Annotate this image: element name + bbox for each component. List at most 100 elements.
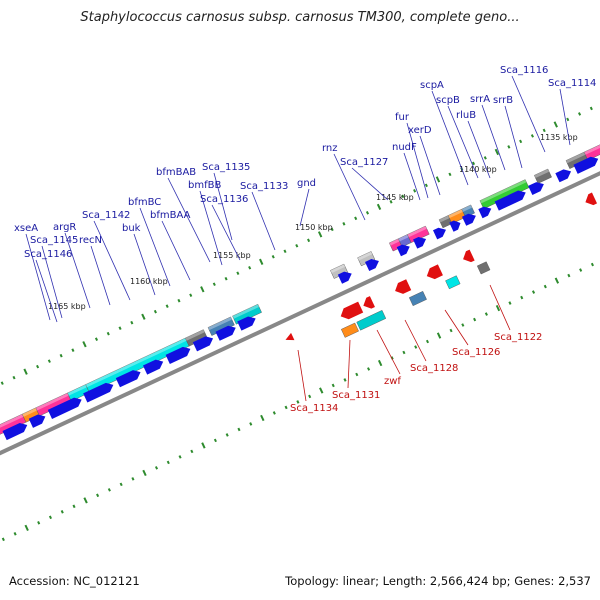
forward-gene-callout: gnd <box>297 178 316 226</box>
scale-dot <box>72 505 75 509</box>
scale-dot <box>177 299 180 303</box>
forward-gene-label: rluB <box>456 110 476 121</box>
forward-gene-label: bfmBC <box>128 197 161 208</box>
scale-dot <box>354 217 357 221</box>
scale-dot <box>154 310 157 314</box>
scale-dot <box>436 176 440 182</box>
forward-gene-arrow <box>433 225 448 239</box>
scale-dot <box>190 450 193 454</box>
forward-gene-label: xseA <box>14 223 38 234</box>
forward-gene-label: buk <box>122 223 141 234</box>
scale-dot <box>531 134 534 138</box>
scale-dot <box>272 255 275 259</box>
forward-gene-label: Sca_1146 <box>24 249 72 260</box>
forward-gene-callout: srrB <box>493 95 522 168</box>
reverse-gene-arrow <box>583 193 597 208</box>
scale-dot <box>12 376 15 380</box>
scale-dot <box>437 332 441 338</box>
scale-dot <box>378 360 382 366</box>
scale-dot <box>578 112 581 116</box>
scale-dot <box>83 497 87 503</box>
forward-gene-label: gnd <box>297 178 316 189</box>
scale-dot <box>355 373 358 377</box>
scale-dot <box>566 118 569 122</box>
kbp-tick-label: 1165 kbp <box>48 302 86 311</box>
forward-gene-label: srrB <box>493 95 513 106</box>
kbp-tick-label: 1140 kbp <box>459 165 497 174</box>
scale-dot <box>23 369 27 375</box>
forward-gene-label: Sca_1116 <box>500 65 548 76</box>
kbp-tick-label: 1135 kbp <box>540 133 578 142</box>
scale-dot <box>249 422 252 426</box>
scale-dot <box>1 381 4 385</box>
scale-dot <box>120 483 123 487</box>
scale-dot <box>544 285 547 289</box>
cog-feature-box <box>445 276 460 289</box>
reverse-gene-arrow <box>338 302 363 322</box>
scale-dot <box>95 337 98 341</box>
forward-gene-label: recN <box>79 235 102 246</box>
scale-dot <box>367 367 370 371</box>
reverse-gene-arrow <box>284 333 295 344</box>
forward-gene-callout: Sca_1127 <box>340 157 388 200</box>
scale-dot <box>225 277 228 281</box>
scale-dot <box>130 321 133 325</box>
scale-dot <box>155 466 158 470</box>
forward-gene-label: bmfBB <box>188 180 221 191</box>
forward-gene-label: Sca_1127 <box>340 157 388 168</box>
forward-gene-label: xerD <box>408 125 432 136</box>
cog-feature-box <box>409 291 426 305</box>
scale-dot <box>131 477 134 481</box>
scale-dot <box>49 516 52 520</box>
scale-dot <box>461 323 464 327</box>
scale-dot <box>426 340 429 344</box>
reverse-gene-callout: Sca_1131 <box>332 340 380 401</box>
scale-dot <box>60 354 63 358</box>
reverse-gene-label: Sca_1126 <box>452 347 500 358</box>
reverse-gene-callout: zwf <box>377 330 401 387</box>
scale-dot <box>201 442 205 448</box>
scale-dot <box>543 129 546 133</box>
cog-feature-box <box>534 169 551 183</box>
scale-dot <box>343 378 346 382</box>
forward-gene-callout: Sca_1133 <box>240 181 288 250</box>
forward-gene-label: scpA <box>420 80 444 91</box>
scale-dot <box>48 359 51 363</box>
scale-dot <box>307 239 310 243</box>
scale-dot <box>507 145 510 149</box>
scale-dot <box>108 488 111 492</box>
scale-dot <box>318 231 322 237</box>
reverse-gene-arrow <box>424 264 443 281</box>
forward-gene-callout: rnz <box>322 143 365 220</box>
scale-dot <box>36 365 39 369</box>
cog-feature-box <box>341 323 358 337</box>
reverse-gene-arrow <box>361 296 375 311</box>
scale-dot <box>141 314 145 320</box>
scale-dot <box>473 318 476 322</box>
forward-gene-arrow <box>555 167 573 182</box>
scale-dot <box>508 301 511 305</box>
scale-dot <box>295 244 298 248</box>
scale-dot <box>200 286 204 292</box>
scale-dot <box>259 259 263 265</box>
reverse-gene-label: Sca_1131 <box>332 390 380 401</box>
forward-gene-label: Sca_1133 <box>240 181 288 192</box>
reverse-gene-callout: Sca_1128 <box>405 320 458 374</box>
scale-dot <box>332 384 335 388</box>
scale-dot <box>107 332 110 336</box>
scale-dot <box>37 521 40 525</box>
scale-dot <box>485 312 488 316</box>
forward-gene-label: Sca_1136 <box>200 194 248 205</box>
forward-gene-callout: Sca_1146 <box>24 249 72 322</box>
scale-dot <box>61 510 64 514</box>
reverse-gene-arrow <box>393 279 412 296</box>
scale-dot <box>167 461 170 465</box>
genome-summary-text: Topology: linear; Length: 2,566,424 bp; … <box>285 574 591 588</box>
forward-gene-callout: bfmBAA <box>150 210 191 280</box>
forward-gene-label: fur <box>395 112 410 123</box>
forward-gene-label: srrA <box>470 94 490 105</box>
scale-dot <box>283 249 286 253</box>
scale-dot <box>142 470 146 476</box>
forward-gene-label: Sca_1114 <box>548 78 596 89</box>
forward-gene-label: Sca_1135 <box>202 162 250 173</box>
